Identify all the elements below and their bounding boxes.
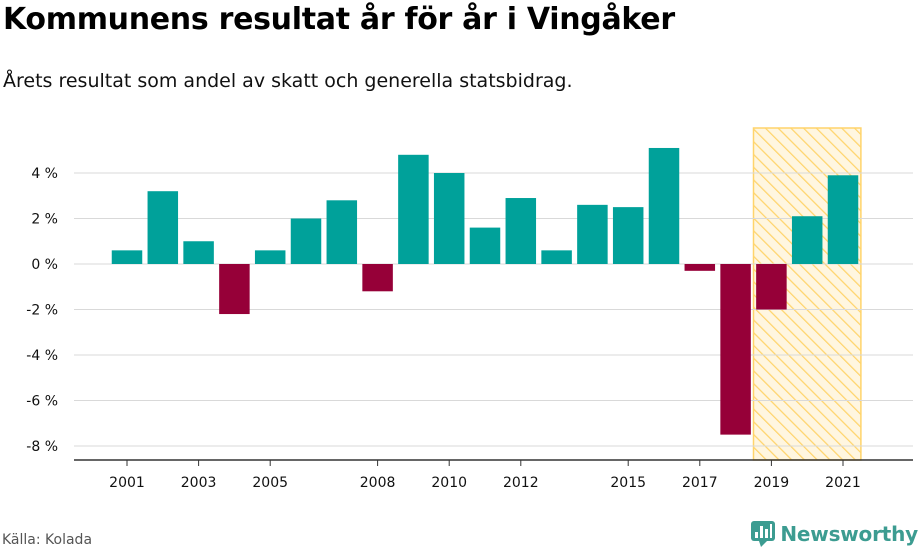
bar-2008 xyxy=(362,264,393,292)
bar-2015 xyxy=(612,207,644,264)
bar-2005 xyxy=(254,250,286,264)
brand-name: Newsworthy xyxy=(780,522,918,546)
x-tick-label: 2003 xyxy=(181,475,217,491)
x-tick-label: 2010 xyxy=(431,475,467,491)
bar-2003 xyxy=(183,241,214,264)
x-tick-label: 2001 xyxy=(109,475,145,491)
y-tick-label: -8 % xyxy=(26,439,58,455)
x-tick-label: 2021 xyxy=(825,475,861,491)
y-tick-label: -6 % xyxy=(26,394,58,410)
bar-2012 xyxy=(505,198,537,264)
bar-2014 xyxy=(577,204,608,264)
bar-2009 xyxy=(398,154,429,264)
bar-2004 xyxy=(219,264,250,315)
source-note: Källa: Kolada xyxy=(2,532,93,548)
newsworthy-logo-icon xyxy=(751,521,776,547)
bar-2010 xyxy=(433,173,465,264)
y-tick-label: 4 % xyxy=(31,166,58,182)
chart-subtitle: Årets resultat som andel av skatt och ge… xyxy=(3,70,573,92)
x-tick-label: 2008 xyxy=(360,475,396,491)
bar-2021 xyxy=(827,175,859,264)
brand-logo[interactable]: Newsworthy xyxy=(750,520,918,548)
bar-2006 xyxy=(290,218,322,264)
bar-2018 xyxy=(720,264,751,435)
y-tick-label: 2 % xyxy=(31,212,58,228)
x-tick-label: 2005 xyxy=(252,475,288,491)
bar-2011 xyxy=(469,227,501,264)
bar-2013 xyxy=(541,250,572,264)
x-tick-label: 2012 xyxy=(503,475,539,491)
bar-2016 xyxy=(648,147,680,264)
bar-2001 xyxy=(111,250,143,264)
chart-title: Kommunens resultat år för år i Vingåker xyxy=(3,2,675,37)
y-tick-label: -4 % xyxy=(26,348,58,364)
bar-2017 xyxy=(684,264,716,271)
bar-2019 xyxy=(756,264,787,310)
bar-2007 xyxy=(326,200,358,264)
y-tick-label: 0 % xyxy=(31,257,58,273)
bar-2020 xyxy=(791,216,823,264)
y-tick-label: -2 % xyxy=(26,303,58,319)
x-tick-label: 2019 xyxy=(754,475,790,491)
bar-2002 xyxy=(147,191,179,264)
x-tick-label: 2017 xyxy=(682,475,718,491)
x-tick-label: 2015 xyxy=(610,475,646,491)
